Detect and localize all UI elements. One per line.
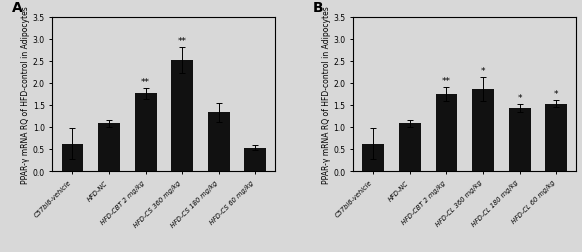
Bar — [98, 124, 120, 171]
Bar — [62, 144, 83, 171]
Bar — [399, 124, 421, 171]
Bar — [171, 61, 193, 171]
Text: **: ** — [141, 78, 150, 87]
Bar — [134, 94, 157, 171]
Text: *: * — [481, 67, 485, 76]
Text: *: * — [554, 90, 558, 99]
Y-axis label: PPAR-γ mRNA RQ of HFD-control in Adipocytes: PPAR-γ mRNA RQ of HFD-control in Adipocy… — [21, 6, 30, 183]
Bar — [435, 95, 457, 171]
Bar — [244, 148, 266, 171]
Y-axis label: PPAR-γ mRNA RQ of HFD-control in Adipocytes: PPAR-γ mRNA RQ of HFD-control in Adipocy… — [322, 6, 331, 183]
Bar — [363, 144, 384, 171]
Text: *: * — [517, 93, 522, 102]
Bar — [208, 113, 229, 171]
Text: **: ** — [442, 77, 451, 86]
Text: A: A — [12, 1, 23, 15]
Bar — [509, 108, 531, 171]
Text: B: B — [313, 1, 324, 15]
Bar — [545, 104, 567, 171]
Text: **: ** — [178, 37, 187, 46]
Bar — [472, 90, 494, 171]
